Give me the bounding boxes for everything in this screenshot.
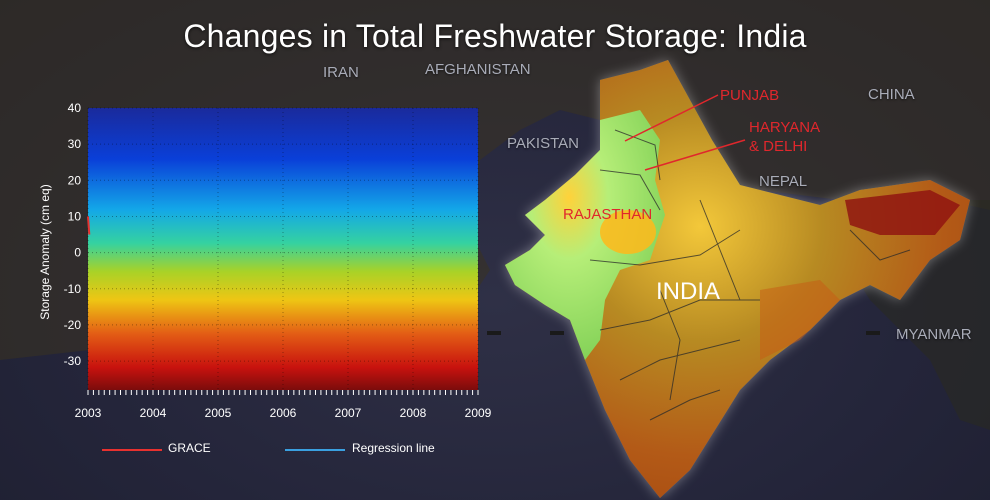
x-tick-label: 2008 [400,406,427,420]
x-tick-label: 2006 [270,406,297,420]
series-lines [87,216,91,235]
grid-lines [87,107,479,390]
y-axis-label: Storage Anomaly (cm eq) [38,184,52,319]
x-tick-label: 2005 [205,406,232,420]
country-label-china: CHINA [868,86,915,103]
country-label-myanmar: MYANMAR [896,326,972,343]
x-tick-labels: 2003 2004 2005 2006 2007 2008 2009 [75,406,492,420]
x-tick-label: 2003 [75,406,102,420]
y-tick-label: 20 [68,173,82,187]
y-tick-label: 0 [74,246,81,260]
western-india-region [505,110,665,360]
y-tick-label: 40 [68,101,82,115]
country-label-nepal: NEPAL [759,173,808,190]
region-label-punjab: PUNJAB [720,87,780,104]
y-tick-label: 10 [68,209,82,223]
series-line-grace [87,216,91,235]
east-coast-shade [760,280,840,360]
y-tick-label: -20 [64,318,82,332]
rajasthan-hotspot [600,210,656,254]
page-title: Changes in Total Freshwater Storage: Ind… [183,18,807,54]
country-label-pakistan: PAKISTAN [507,135,579,152]
y-tick-label: 30 [68,137,82,151]
x-ticks [87,390,479,395]
y-tick-labels: 40 30 20 10 0 -10 -20 -30 [64,101,82,368]
y-tick-label: -30 [64,354,82,368]
punjab-leader-line [624,94,719,142]
x-tick-label: 2004 [140,406,167,420]
legend-grace-label: GRACE [168,441,211,455]
y-tick-label: -10 [64,282,82,296]
northeast-red-patch [845,190,960,235]
haryana-leader-line [644,139,746,171]
legend-regression-label: Regression line [352,441,435,455]
state-borders [589,129,911,421]
plot-area [88,108,478,390]
x-tick-label: 2007 [335,406,362,420]
india-label: INDIA [656,278,721,305]
country-label-afghanistan: AFGHANISTAN [425,61,531,78]
x-tick-label: 2009 [465,406,492,420]
legend-grace-swatch [102,449,162,451]
region-label-haryana-delhi: HARYANA & DELHI [749,119,821,155]
region-label-rajasthan: RAJASTHAN [563,206,653,223]
legend-regression-swatch [285,449,345,451]
country-label-iran: IRAN [323,64,359,81]
sea-markers [487,331,880,335]
